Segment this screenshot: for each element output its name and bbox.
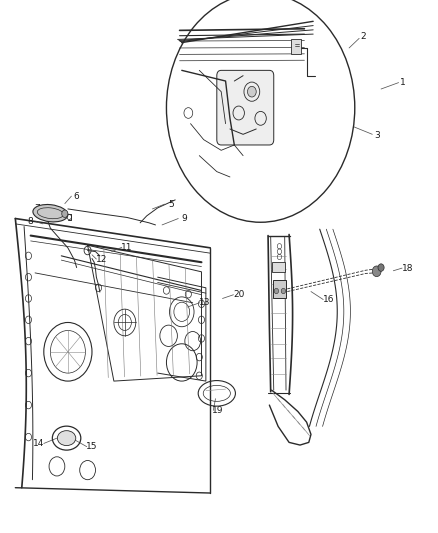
Text: 5: 5 [168, 200, 174, 208]
Text: 13: 13 [199, 298, 211, 307]
Circle shape [62, 210, 68, 217]
Circle shape [274, 288, 279, 294]
Ellipse shape [57, 431, 76, 446]
Text: 19: 19 [212, 406, 224, 415]
Text: 7: 7 [34, 205, 40, 213]
Bar [291, 39, 301, 54]
Text: 8: 8 [27, 217, 33, 226]
Ellipse shape [33, 205, 68, 222]
FancyBboxPatch shape [217, 70, 274, 145]
Bar [273, 280, 286, 298]
Text: 14: 14 [33, 439, 44, 448]
Text: 18: 18 [402, 264, 413, 272]
Circle shape [247, 86, 256, 97]
Circle shape [281, 288, 286, 294]
Text: 11: 11 [121, 243, 133, 252]
Text: 16: 16 [323, 295, 334, 304]
Circle shape [372, 266, 381, 277]
Text: 3: 3 [374, 132, 381, 140]
Text: 20: 20 [233, 290, 244, 299]
Text: 15: 15 [86, 442, 98, 451]
Text: 12: 12 [96, 255, 107, 263]
Circle shape [378, 264, 384, 271]
Text: 2: 2 [361, 32, 366, 41]
Text: 9: 9 [181, 214, 187, 223]
Bar [272, 262, 285, 272]
Text: 6: 6 [74, 192, 80, 200]
Text: 1: 1 [400, 78, 406, 87]
